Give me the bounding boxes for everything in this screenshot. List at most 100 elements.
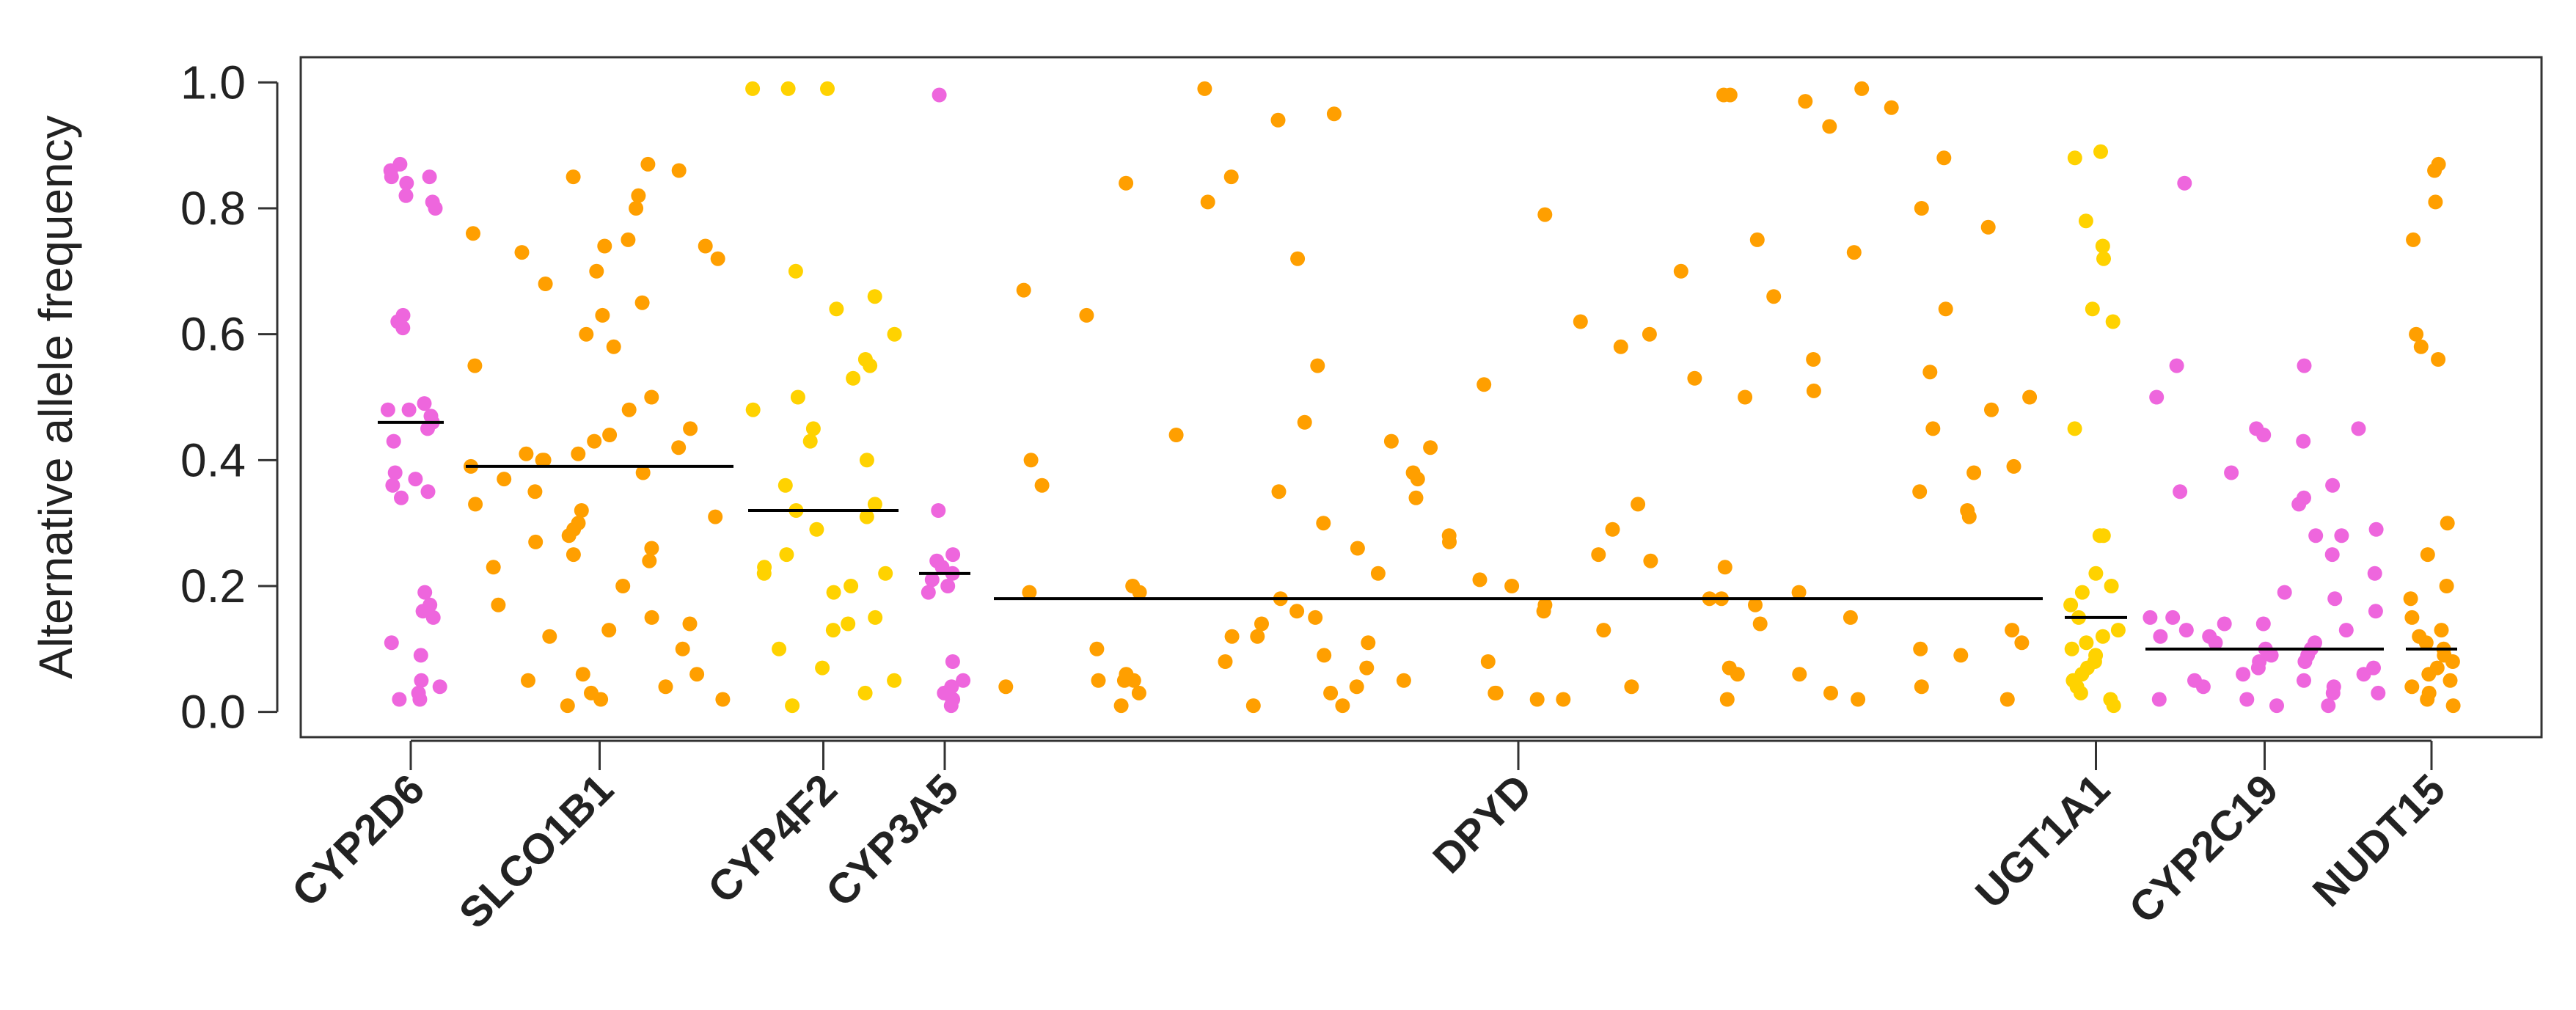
data-point [1925, 421, 1941, 436]
data-point [560, 698, 575, 714]
data-point [708, 509, 723, 524]
data-point [1131, 685, 1146, 700]
data-point [1529, 692, 1545, 707]
data-point [1370, 566, 1386, 581]
data-point [867, 289, 882, 304]
data-point [2412, 629, 2427, 644]
data-point [1537, 597, 1553, 612]
data-point [2187, 673, 2202, 688]
plot-frame [299, 56, 2543, 739]
data-point [1624, 679, 1639, 695]
data-point [2368, 604, 2383, 619]
data-point [2105, 314, 2121, 329]
data-point [887, 326, 902, 342]
data-point [1022, 585, 1037, 600]
data-point [1687, 370, 1702, 386]
data-point [2443, 673, 2458, 688]
data-point [1722, 87, 1738, 103]
data-point [715, 692, 731, 707]
data-point [634, 295, 650, 310]
data-point [385, 477, 400, 493]
data-point [1846, 245, 1862, 260]
data-point [683, 421, 698, 436]
data-point [2153, 629, 2168, 644]
data-point [1168, 428, 1184, 442]
data-point [1537, 207, 1553, 222]
data-point [1631, 497, 1646, 512]
data-point [859, 509, 874, 524]
data-point [780, 81, 796, 96]
data-point [642, 553, 657, 568]
data-point [606, 339, 621, 354]
data-point [846, 370, 861, 386]
data-point [2079, 635, 2094, 651]
data-point [595, 307, 610, 323]
data-point [1591, 547, 1606, 563]
data-point [2022, 389, 2038, 405]
data-point [2429, 660, 2445, 676]
data-point [401, 402, 417, 417]
data-point [1854, 81, 1870, 96]
data-point [392, 692, 407, 707]
data-point [2420, 547, 2435, 563]
data-point [1914, 201, 1929, 216]
data-point [820, 81, 835, 96]
data-point [772, 641, 787, 656]
data-point [2351, 421, 2366, 436]
data-point [2178, 623, 2194, 638]
data-point [2308, 528, 2324, 544]
data-point [1806, 383, 1821, 398]
data-point [635, 465, 651, 480]
data-point [411, 685, 426, 700]
data-point [1504, 579, 1520, 593]
data-point [2252, 654, 2267, 669]
data-point [380, 402, 395, 417]
data-point [940, 579, 956, 593]
y-tick-label: 1.0 [180, 56, 246, 109]
data-point [2269, 698, 2284, 714]
data-point [779, 547, 794, 563]
data-point [671, 163, 687, 178]
data-point [1396, 673, 1411, 688]
data-point [538, 277, 553, 291]
data-point [486, 560, 501, 575]
data-point [2367, 566, 2382, 581]
data-point [1984, 402, 1999, 417]
data-point [497, 472, 512, 487]
data-point [1472, 572, 1488, 588]
data-point [413, 648, 428, 663]
data-point [2431, 352, 2446, 367]
data-point [392, 156, 408, 172]
data-point [1938, 301, 1953, 317]
data-point [420, 484, 436, 499]
data-point [1798, 94, 1813, 109]
data-point [1326, 106, 1342, 122]
data-point [2236, 667, 2251, 682]
data-point [1673, 263, 1688, 279]
data-point [2308, 635, 2322, 651]
data-point [1480, 654, 1496, 669]
data-point [2255, 616, 2271, 632]
data-point [2297, 490, 2311, 505]
gene-label-cyp3a5: CYP3A5 [817, 765, 968, 916]
data-point [2169, 358, 2184, 373]
gene-group-ugt1a1 [2063, 144, 2127, 714]
data-point [621, 402, 637, 417]
data-point [468, 497, 483, 512]
gene-label-cyp2c19: CYP2C19 [2120, 765, 2287, 932]
data-point [2239, 692, 2255, 707]
data-point [2224, 465, 2239, 480]
data-point [1960, 503, 1975, 518]
data-point [1748, 597, 1763, 612]
data-point [802, 433, 818, 449]
data-point [1806, 352, 1821, 367]
data-point [1766, 289, 1782, 304]
data-point [1999, 692, 2015, 707]
data-point [1477, 377, 1492, 392]
data-point [514, 245, 530, 260]
y-axis-title: Alternative allele frequency [29, 115, 82, 678]
data-point [998, 679, 1014, 695]
data-point [2067, 421, 2082, 436]
data-point [924, 572, 940, 588]
